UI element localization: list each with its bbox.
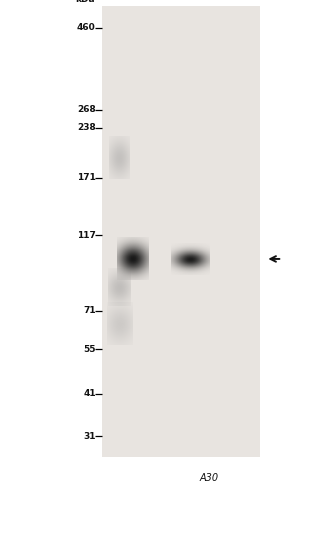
Text: 238: 238 [77,123,96,132]
Text: 117: 117 [77,230,96,240]
Bar [102,6,260,457]
Text: 71: 71 [83,306,96,315]
Text: A30: A30 [200,473,219,483]
Text: 171: 171 [77,173,96,182]
Text: 41: 41 [83,390,96,398]
Text: 55: 55 [83,345,96,354]
Text: 31: 31 [83,432,96,441]
Text: 460: 460 [77,23,96,32]
Text: 268: 268 [77,105,96,114]
Text: kDa: kDa [76,0,95,4]
